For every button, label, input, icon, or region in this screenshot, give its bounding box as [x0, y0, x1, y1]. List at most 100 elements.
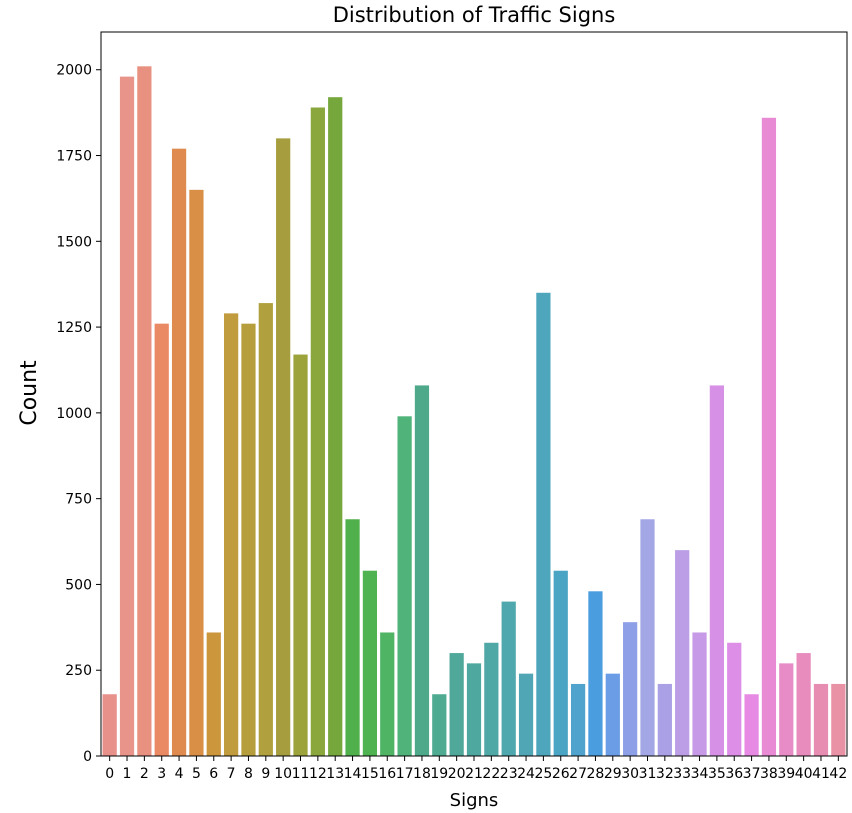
bar-sign-15 [362, 570, 378, 756]
bar-sign-31 [640, 519, 655, 756]
x-tick-label: 15 [361, 766, 379, 782]
x-tick-label: 21 [465, 766, 483, 782]
bar-sign-39 [779, 663, 794, 756]
bar-sign-8 [241, 323, 256, 756]
x-tick-label: 18 [413, 766, 431, 782]
bar-sign-0 [102, 694, 117, 756]
x-tick-label: 12 [309, 766, 327, 782]
y-tick-label: 750 [65, 492, 92, 508]
x-tick-label: 33 [673, 766, 691, 782]
bar-sign-16 [380, 632, 395, 756]
bar-sign-25 [536, 292, 551, 756]
chart-title: Distribution of Traffic Signs [333, 3, 616, 27]
bar-sign-13 [328, 97, 343, 756]
x-tick-label: 24 [517, 766, 535, 782]
bar-sign-3 [154, 323, 169, 756]
bar-sign-5 [189, 189, 204, 756]
x-tick-label: 34 [691, 766, 709, 782]
bar-sign-17 [397, 416, 412, 756]
y-tick-label: 250 [65, 663, 92, 679]
x-tick-label: 3 [157, 766, 166, 782]
y-tick-label: 500 [65, 577, 92, 593]
bar-sign-36 [727, 642, 742, 756]
bar-sign-12 [310, 107, 325, 756]
x-tick-label: 42 [829, 766, 847, 782]
bar-sign-21 [466, 663, 482, 756]
x-tick-label: 14 [344, 766, 362, 782]
x-tick-label: 25 [534, 766, 552, 782]
y-tick-label: 0 [83, 749, 92, 765]
x-tick-label: 17 [396, 766, 414, 782]
bar-sign-18 [414, 385, 430, 756]
bar-sign-30 [623, 622, 638, 756]
bar-sign-14 [345, 519, 360, 756]
x-tick-label: 28 [587, 766, 605, 782]
x-tick-label: 23 [500, 766, 518, 782]
bar-sign-33 [675, 550, 690, 756]
bar-sign-2 [137, 66, 152, 756]
bar-sign-40 [796, 653, 811, 756]
bar-sign-37 [744, 694, 759, 756]
x-tick-label: 40 [795, 766, 813, 782]
x-tick-label: 27 [569, 766, 587, 782]
bar-sign-22 [484, 642, 499, 756]
x-tick-label: 37 [743, 766, 761, 782]
bar-sign-42 [831, 683, 846, 756]
plot-frame [100, 31, 848, 757]
bar-sign-41 [813, 683, 829, 756]
bar-sign-20 [449, 653, 464, 756]
x-tick-label: 31 [639, 766, 657, 782]
bar-sign-24 [518, 673, 534, 756]
bar-sign-10 [276, 138, 291, 756]
x-tick-label: 10 [274, 766, 292, 782]
x-tick-label: 0 [105, 766, 114, 782]
bar-sign-29 [605, 673, 620, 756]
x-tick-label: 4 [175, 766, 184, 782]
y-axis-title: Count [17, 360, 42, 426]
x-tick-label: 39 [777, 766, 795, 782]
x-tick-label: 11 [292, 766, 310, 782]
x-tick-label: 26 [552, 766, 570, 782]
bar-sign-23 [501, 601, 516, 756]
y-axis: 0 250 500 750 1000 1250 1500 1750 2000 [56, 63, 101, 765]
bars [102, 66, 846, 757]
x-tick-label: 30 [621, 766, 639, 782]
bar-sign-32 [657, 683, 672, 756]
x-tick-label: 29 [604, 766, 622, 782]
bar-sign-35 [709, 385, 724, 756]
y-tick-label: 1000 [56, 406, 92, 422]
x-tick-label: 7 [227, 766, 236, 782]
bar-sign-9 [258, 303, 273, 756]
bar-sign-28 [588, 591, 603, 756]
x-tick-label: 16 [378, 766, 396, 782]
y-tick-label: 2000 [56, 63, 92, 79]
bar-sign-6 [206, 632, 221, 756]
x-tick-label: 19 [430, 766, 448, 782]
bar-sign-27 [570, 683, 586, 756]
y-tick-label: 1750 [56, 149, 92, 165]
x-tick-label: 41 [812, 766, 830, 782]
bar-sign-11 [293, 354, 308, 756]
x-tick-label: 36 [725, 766, 743, 782]
x-tick-label: 22 [482, 766, 500, 782]
x-axis: 0 1 2 3 4 5 6 7 8 9 10 11 12 13 14 15 16 17 18 19 20 21 22 23 24… [105, 756, 847, 782]
bar-sign-7 [224, 313, 239, 756]
y-tick-label: 1250 [56, 320, 92, 336]
x-tick-label: 13 [326, 766, 344, 782]
x-axis-title: Signs [450, 790, 499, 811]
x-tick-label: 2 [140, 766, 149, 782]
x-tick-label: 1 [123, 766, 132, 782]
x-tick-label: 38 [760, 766, 778, 782]
x-tick-label: 6 [209, 766, 218, 782]
x-tick-label: 35 [708, 766, 726, 782]
y-tick-label: 1500 [56, 234, 92, 250]
bar-sign-34 [692, 632, 707, 756]
x-tick-label: 8 [244, 766, 253, 782]
bar-sign-26 [553, 570, 568, 756]
bar-sign-19 [432, 694, 447, 756]
bar-sign-38 [761, 117, 777, 757]
bar-sign-4 [171, 148, 187, 756]
bar-sign-1 [119, 76, 135, 757]
x-tick-label: 5 [192, 766, 201, 782]
